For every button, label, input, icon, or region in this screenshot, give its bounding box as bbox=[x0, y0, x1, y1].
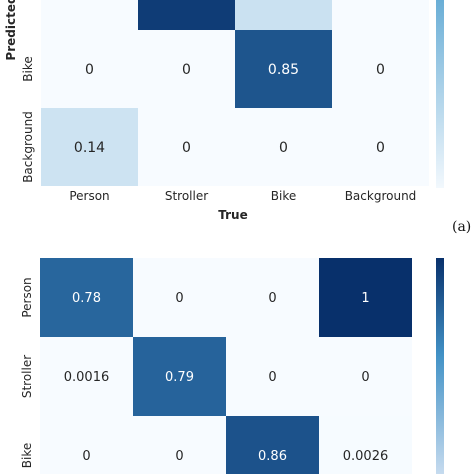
top-y-tick-label: Bike bbox=[21, 56, 35, 81]
top-x-tick-label: Background bbox=[345, 189, 417, 203]
bottom-cell-label: 0 bbox=[82, 449, 90, 464]
bottom-cell-label: 0.0026 bbox=[343, 449, 389, 464]
bottom-cell bbox=[226, 416, 319, 474]
top-cell bbox=[235, 0, 332, 30]
bottom-cell bbox=[40, 337, 133, 416]
bottom-cell-label: 0.79 bbox=[165, 370, 194, 385]
top-cell-label: 0 bbox=[376, 140, 385, 156]
bottom-cell bbox=[319, 416, 412, 474]
bottom-cell bbox=[133, 258, 226, 337]
top-cell-label: 0.85 bbox=[268, 62, 299, 78]
top-cell bbox=[138, 0, 235, 30]
top-cell bbox=[138, 108, 235, 186]
bottom-cell bbox=[319, 258, 412, 337]
bottom-cell-label: 0.78 bbox=[72, 291, 101, 306]
bottom-cell bbox=[319, 337, 412, 416]
top-cell-label: 0 bbox=[182, 62, 191, 78]
top-colorbar bbox=[436, 0, 444, 188]
bottom-cell-label: 0 bbox=[268, 370, 276, 385]
top-heatmap: 0 0 0.85 0 0.14 0 0 0 Stroller Bike Background Pers… bbox=[21, 0, 429, 203]
top-cell bbox=[235, 30, 332, 108]
top-cell bbox=[41, 0, 138, 30]
panel-label: (a) bbox=[452, 219, 471, 235]
bottom-y-tick-label: Person bbox=[20, 277, 34, 317]
bottom-heatmap: 0.78 0 0 1 0.0016 0.79 0 0 0 0 0.86 0.0026 Person Str… bbox=[20, 258, 412, 474]
top-cell bbox=[138, 30, 235, 108]
bottom-colorbar bbox=[436, 258, 444, 474]
bottom-cell-label: 0 bbox=[175, 449, 183, 464]
top-y-axis-label: Predicted bbox=[4, 0, 18, 61]
top-cell-label: 0 bbox=[85, 62, 94, 78]
bottom-cell-label: 0.86 bbox=[258, 449, 287, 464]
top-cell bbox=[41, 108, 138, 186]
top-y-tick-label: Background bbox=[21, 111, 35, 183]
top-cell bbox=[332, 0, 429, 30]
top-cell bbox=[332, 108, 429, 186]
bottom-cell-label: 0 bbox=[175, 291, 183, 306]
top-x-tick-label: Stroller bbox=[165, 189, 208, 203]
top-cell-label: 0 bbox=[279, 140, 288, 156]
top-cell-label: 0 bbox=[182, 140, 191, 156]
top-cell bbox=[41, 30, 138, 108]
bottom-cell-label: 0.0016 bbox=[64, 370, 110, 385]
bottom-y-tick-label: Stroller bbox=[20, 355, 34, 398]
top-cell bbox=[332, 30, 429, 108]
bottom-cell bbox=[226, 337, 319, 416]
bottom-cell bbox=[40, 258, 133, 337]
bottom-cell-label: 1 bbox=[361, 291, 369, 306]
top-x-tick-label: Bike bbox=[271, 189, 296, 203]
bottom-cell-label: 0 bbox=[268, 291, 276, 306]
bottom-cell bbox=[226, 258, 319, 337]
bottom-cell bbox=[133, 337, 226, 416]
top-x-tick-label: Person bbox=[69, 189, 109, 203]
bottom-y-tick-label: Bike bbox=[20, 443, 34, 468]
top-cell bbox=[235, 108, 332, 186]
top-cell-label: 0.14 bbox=[74, 140, 105, 156]
top-cell-label: 0 bbox=[376, 62, 385, 78]
bottom-cell bbox=[40, 416, 133, 474]
bottom-cell-label: 0 bbox=[361, 370, 369, 385]
bottom-cell bbox=[133, 416, 226, 474]
top-x-axis-label: True bbox=[218, 208, 247, 222]
